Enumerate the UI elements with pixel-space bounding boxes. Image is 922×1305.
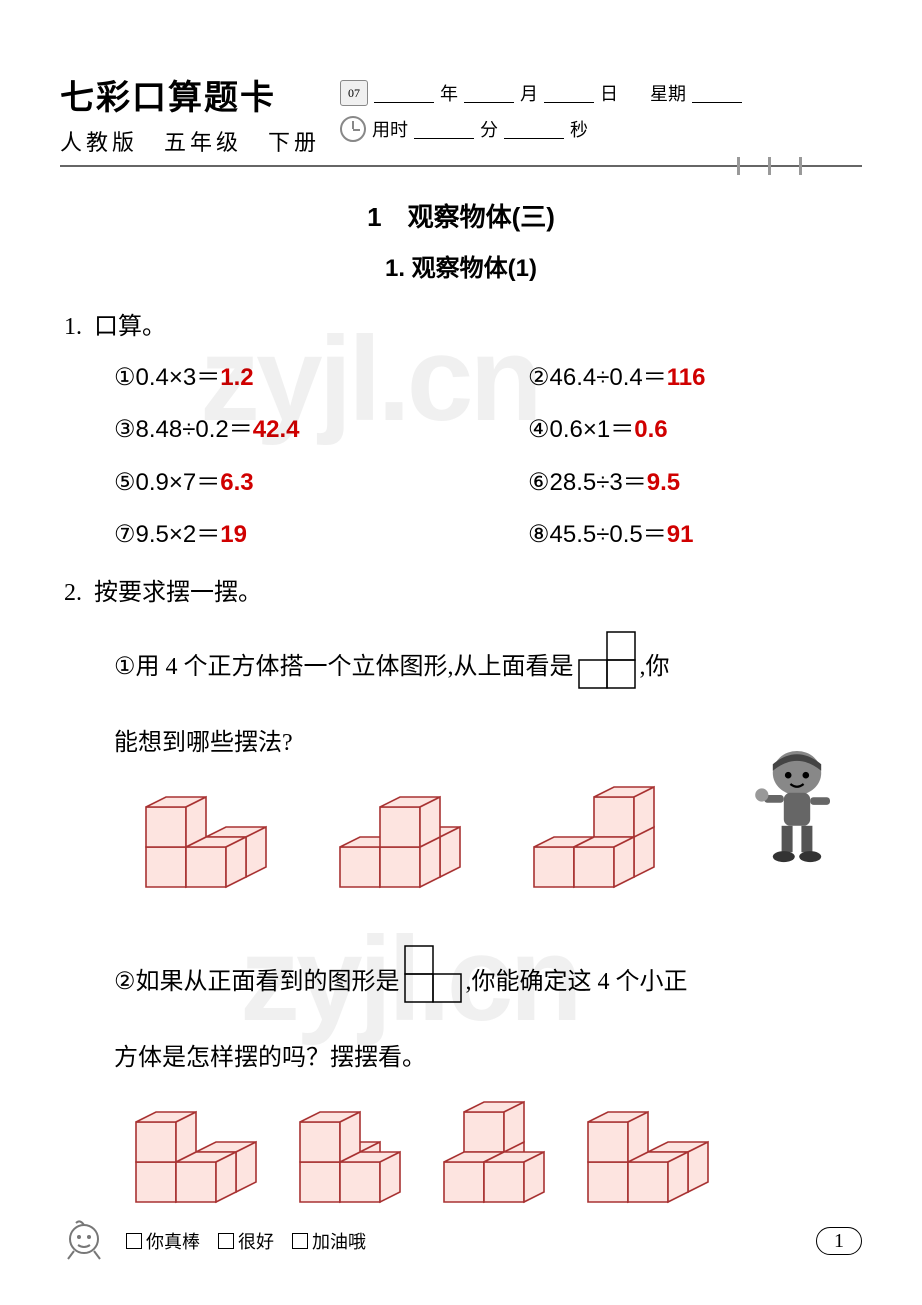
year-label: 年 [440, 80, 458, 106]
time-prefix: 用时 [372, 116, 408, 142]
min-label: 分 [480, 116, 498, 142]
cube-answers-2 [64, 1100, 862, 1221]
q2-label: 按要求摆一摆。 [94, 580, 262, 606]
month-label: 月 [520, 80, 538, 106]
calc-item: ⑧45.5÷0.5＝91 [528, 512, 862, 559]
calc-item: ①0.4×3＝1.2 [114, 355, 448, 402]
sec-label: 秒 [570, 116, 588, 142]
q1-label: 口算。 [94, 314, 166, 340]
calc-item: ④0.6×1＝0.6 [528, 407, 862, 454]
calc-item: ⑥28.5÷3＝9.5 [528, 460, 862, 507]
sec-blank[interactable] [504, 119, 564, 139]
calc-grid: ①0.4×3＝1.2 ②46.4÷0.4＝116 ③8.48÷0.2＝42.4 ④0.… [64, 355, 862, 559]
footer-mascot-icon [60, 1217, 108, 1265]
section-title: 1. 观察物体(1) [60, 248, 862, 283]
q2-number: 2. [64, 571, 94, 617]
q1-number: 1. [64, 305, 94, 351]
year-blank[interactable] [374, 83, 434, 103]
q2-sub2: ② 如果从正面看到的图形是 ,你能确定这 4 个小正 方体是怎样摆的吗？摆摆看。 [64, 945, 862, 1081]
workbook-title: 七彩口算题卡 [60, 70, 320, 119]
cube-figure [442, 1100, 546, 1221]
question-1: 1.口算。 ①0.4×3＝1.2 ②46.4÷0.4＝116 ③8.48÷0.2＝4… [60, 305, 862, 559]
rating-great[interactable]: 你真棒 [126, 1228, 200, 1254]
header: 七彩口算题卡 人教版 五年级 下册 07 年 月 日 星期 用时 分 秒 [60, 70, 862, 157]
cube-figure [144, 795, 268, 906]
day-blank[interactable] [544, 83, 594, 103]
cube-figure [532, 785, 656, 906]
day-label: 日 [600, 80, 618, 106]
cube-figure [134, 1110, 258, 1221]
cube-figure [338, 795, 462, 906]
sub1-text-a: 用 4 个正方体搭一个立体图形,从上面看是 [136, 645, 574, 691]
sub2-text-a: 如果从正面看到的图形是 [136, 960, 400, 1006]
calc-item: ②46.4÷0.4＝116 [528, 355, 862, 402]
sub2-circ: ② [114, 960, 136, 1006]
divider [60, 165, 862, 167]
front-view-shape [404, 945, 462, 1020]
cube-figure [298, 1110, 402, 1221]
weekday-label: 星期 [650, 80, 686, 106]
page-number: 1 [816, 1227, 862, 1255]
question-2: 2.按要求摆一摆。 ① 用 4 个正方体搭一个立体图形,从上面看是 ,你 能想到… [60, 571, 862, 1220]
clock-icon [340, 116, 366, 142]
mascot-boy [742, 740, 852, 872]
month-blank[interactable] [464, 83, 514, 103]
calc-item: ③8.48÷0.2＝42.4 [114, 407, 448, 454]
footer: 你真棒 很好 加油哦 1 [60, 1217, 862, 1265]
sub2-text-b: ,你能确定这 4 个小正 [466, 960, 688, 1006]
min-blank[interactable] [414, 119, 474, 139]
calendar-icon: 07 [340, 80, 368, 106]
workbook-subtitle: 人教版 五年级 下册 [60, 125, 320, 157]
top-view-shape [578, 631, 636, 706]
chapter-title: 1 观察物体(三) [60, 197, 862, 234]
rating-good[interactable]: 很好 [218, 1228, 274, 1254]
calc-item: ⑤0.9×7＝6.3 [114, 460, 448, 507]
rating-tryharder[interactable]: 加油哦 [292, 1228, 366, 1254]
calc-item: ⑦9.5×2＝19 [114, 512, 448, 559]
sub2-text-c: 方体是怎样摆的吗？摆摆看。 [114, 1036, 862, 1082]
cube-figure [586, 1110, 710, 1221]
sub1-text-b: ,你 [640, 645, 670, 691]
sub1-circ: ① [114, 645, 136, 691]
weekday-blank[interactable] [692, 83, 742, 103]
